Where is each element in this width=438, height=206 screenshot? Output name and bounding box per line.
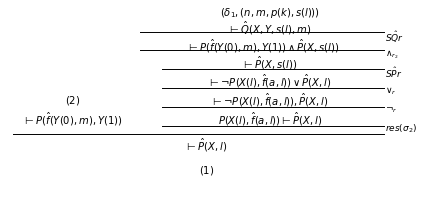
Text: $\vdash \neg P(X(l), \hat{f}(a, l)) \vee \hat{P}(X, l)$: $\vdash \neg P(X(l), \hat{f}(a, l)) \vee… — [208, 73, 331, 90]
Text: $\vdash \hat{Q}(X, Y, s(l), m)$: $\vdash \hat{Q}(X, Y, s(l), m)$ — [228, 19, 311, 36]
Text: $\vdash P(\hat{f}(Y(0), m), Y(1)) \wedge \hat{P}(X, s(l))$: $\vdash P(\hat{f}(Y(0), m), Y(1)) \wedge… — [187, 38, 339, 55]
Text: $S\hat{Q}r$: $S\hat{Q}r$ — [385, 29, 403, 45]
Text: $\wedge_{r_2}$: $\wedge_{r_2}$ — [385, 48, 398, 61]
Text: $(\delta_1, (n, m, p(k), s(l)))$: $(\delta_1, (n, m, p(k), s(l)))$ — [219, 6, 319, 20]
Text: $(2)$: $(2)$ — [65, 94, 80, 106]
Text: $\vdash \hat{P}(X, s(l))$: $\vdash \hat{P}(X, s(l))$ — [242, 54, 297, 71]
Text: $P(X(l), \hat{f}(a, l)) \vdash \hat{P}(X, l)$: $P(X(l), \hat{f}(a, l)) \vdash \hat{P}(X… — [217, 110, 321, 127]
Text: $(1)$: $(1)$ — [198, 164, 213, 176]
Text: $\vee_r$: $\vee_r$ — [385, 85, 396, 96]
Text: $res(\sigma_2)$: $res(\sigma_2)$ — [385, 122, 417, 134]
Text: $\vdash \neg P(X(l), \hat{f}(a, l)), \hat{P}(X, l)$: $\vdash \neg P(X(l), \hat{f}(a, l)), \ha… — [211, 91, 328, 109]
Text: $S\hat{P}r$: $S\hat{P}r$ — [385, 65, 402, 79]
Text: $\vdash P(\hat{f}(Y(0), m), Y(1))$: $\vdash P(\hat{f}(Y(0), m), Y(1))$ — [23, 110, 122, 127]
Text: $\vdash \hat{P}(X, l)$: $\vdash \hat{P}(X, l)$ — [185, 136, 227, 153]
Text: $\neg_r$: $\neg_r$ — [385, 105, 397, 114]
